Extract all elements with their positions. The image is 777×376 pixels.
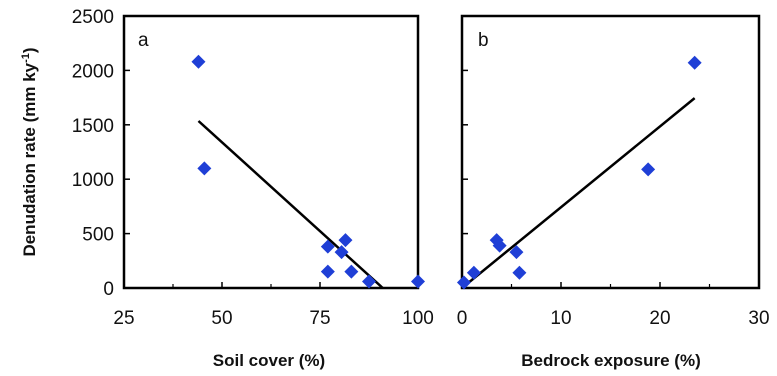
panel-a-fit-line (197, 120, 384, 289)
panel-a-x-tick-label: 50 (211, 308, 232, 329)
panel-a-data-point (197, 161, 212, 176)
y-axis-title: Denudation rate (mm ky-1) (20, 47, 39, 256)
panel-a-x-ticks: 25 50 75 100 (113, 282, 434, 329)
panel-b-data-point (687, 55, 702, 70)
panel-a-data-point (320, 264, 335, 279)
panel-a-label: a (138, 30, 149, 51)
panel-a-data-point (362, 274, 376, 289)
panel-a-frame (122, 14, 420, 290)
panel-b-x-ticks: 0 10 20 30 (457, 282, 770, 329)
panel-a-y-ticks: 0 500 1000 1500 2000 2500 (72, 7, 130, 300)
panel-b-data-point (512, 265, 527, 280)
panel-a-data-point (411, 274, 425, 289)
y-axis-title-superscript: -1 (20, 53, 32, 63)
panel-b-x-tick-label: 0 (457, 308, 468, 329)
panel-a-y-tick-label: 2000 (72, 61, 114, 82)
panel-a-x-tick-label: 100 (402, 308, 434, 329)
panel-b-label: b (478, 30, 489, 51)
panel-a-data-point (191, 54, 206, 69)
y-axis-title-suffix: ) (20, 47, 39, 53)
panel-b-x-tick-label: 10 (550, 308, 571, 329)
panel-a-y-tick-label: 2500 (72, 7, 114, 28)
panel-b-frame (460, 14, 761, 290)
panel-b-data-point (492, 238, 507, 253)
panel-a-soil-cover: a Soil cover (%) 0 500 1000 1500 2000 2500 25… (72, 7, 434, 370)
panel-b-data-point (641, 162, 656, 177)
panel-b-fit-line (461, 97, 696, 289)
panel-a-data-point (320, 239, 335, 254)
panel-b-x-tick-label: 20 (649, 308, 670, 329)
panel-a-data-point (344, 264, 359, 279)
panel-a-y-tick-label: 0 (103, 279, 114, 300)
panel-a-x-axis-title: Soil cover (%) (213, 351, 325, 370)
panel-b-x-axis-title: Bedrock exposure (%) (521, 351, 701, 370)
panel-b-data-point (509, 245, 524, 260)
panel-a-x-tick-label: 25 (113, 308, 134, 329)
panel-b-x-tick-label: 30 (748, 308, 769, 329)
panel-b-points (456, 55, 702, 290)
panel-a-data-point (338, 233, 353, 248)
y-axis-title-main: Denudation rate (mm ky (20, 62, 39, 256)
panel-b-data-point (456, 275, 471, 290)
panel-b-bedrock-exposure: b Bedrock exposure (%) 0 10 20 30 (456, 14, 770, 370)
panel-a-y-tick-label: 1500 (72, 116, 114, 137)
panel-a-points (191, 54, 425, 289)
panel-a-y-tick-label: 1000 (72, 170, 114, 191)
panel-b-data-point (466, 265, 481, 280)
panel-a-x-tick-label: 75 (309, 308, 330, 329)
panel-a-y-tick-label: 500 (82, 225, 114, 246)
panel-a-data-point (334, 245, 349, 260)
